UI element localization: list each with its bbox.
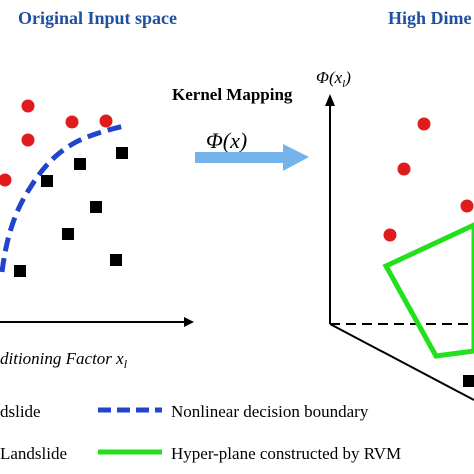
landslide-point bbox=[21, 133, 35, 147]
nonlinear-decision-boundary bbox=[0, 123, 125, 273]
left-x-axis-arrowhead bbox=[184, 317, 194, 327]
non-landslide-point bbox=[116, 147, 128, 159]
landslide-point bbox=[460, 199, 474, 213]
landslide-point bbox=[21, 99, 35, 113]
left-non-landslide-points bbox=[14, 147, 128, 277]
left-x-axis-label: ditioning Factor xl bbox=[0, 349, 128, 371]
landslide-point bbox=[0, 173, 12, 187]
non-landslide-point bbox=[110, 254, 122, 266]
non-landslide-point bbox=[41, 175, 53, 187]
left-panel-title: Original Input space bbox=[18, 8, 177, 28]
non-landslide-point bbox=[463, 375, 474, 387]
landslide-point bbox=[417, 117, 431, 131]
legend-label-landslide: dslide bbox=[0, 402, 41, 421]
right-depth-axis bbox=[329, 323, 474, 401]
landslide-point bbox=[397, 162, 411, 176]
right-panel-title: High Dime bbox=[388, 8, 472, 28]
right-landslide-points bbox=[383, 117, 474, 242]
non-landslide-point bbox=[14, 265, 26, 277]
landslide-point bbox=[65, 115, 79, 129]
mapping-arrow-head bbox=[283, 144, 309, 171]
kernel-mapping-label: Kernel Mapping bbox=[172, 85, 293, 104]
right-vertical-axis-arrowhead bbox=[325, 94, 335, 106]
mapping-arrow bbox=[195, 144, 309, 171]
non-landslide-point bbox=[90, 201, 102, 213]
kernel-formula: Φ(x) bbox=[206, 128, 247, 153]
landslide-point bbox=[383, 228, 397, 242]
legend-label-boundary: Nonlinear decision boundary bbox=[171, 402, 369, 421]
landslide-point bbox=[99, 114, 113, 128]
legend: dslide Nonlinear decision boundary Lands… bbox=[0, 402, 401, 463]
left-landslide-points bbox=[0, 99, 113, 187]
legend-label-hyperplane: Hyper-plane constructed by RVM bbox=[171, 444, 401, 463]
non-landslide-point bbox=[62, 228, 74, 240]
legend-label-non-landslide: Landslide bbox=[0, 444, 67, 463]
mapping-arrow-shaft bbox=[195, 152, 283, 163]
right-axis-label: Φ(xl) bbox=[316, 68, 351, 90]
non-landslide-point bbox=[74, 158, 86, 170]
rvm-hyperplane bbox=[382, 222, 474, 359]
